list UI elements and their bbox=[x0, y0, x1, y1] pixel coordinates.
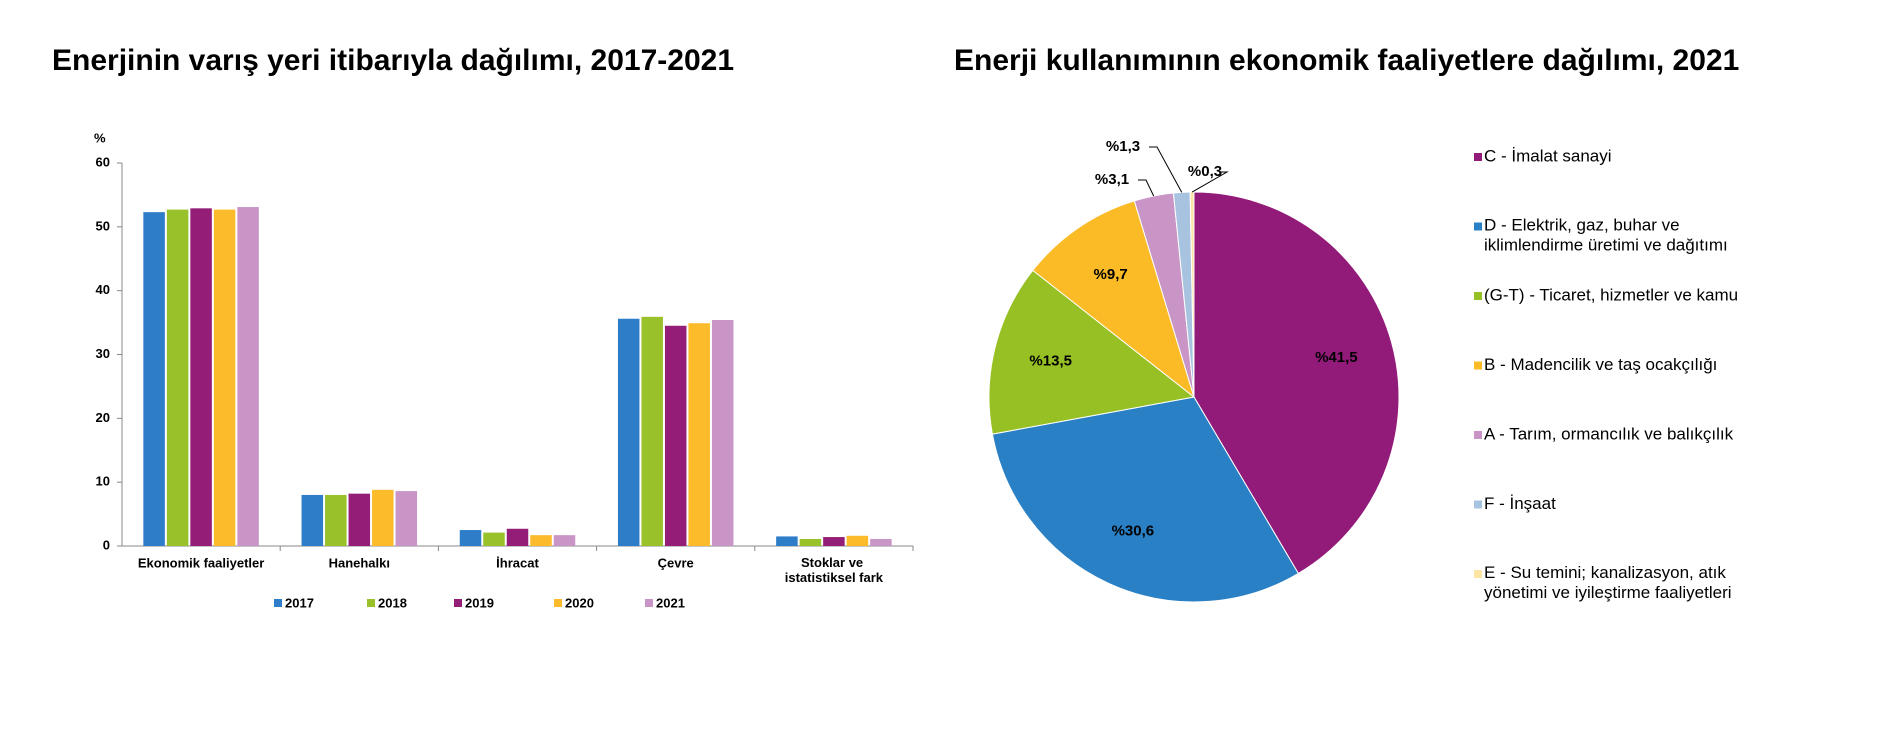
legend-label: D - Elektrik, gaz, buhar ve iklimlendirm… bbox=[1484, 216, 1728, 255]
legend-label: 2017 bbox=[285, 595, 314, 610]
bar bbox=[190, 208, 212, 547]
legend-swatch bbox=[367, 599, 375, 607]
pie-label: %41,5 bbox=[1315, 349, 1358, 366]
x-tick-label: Çevre bbox=[658, 555, 694, 570]
legend-swatch bbox=[554, 599, 562, 607]
bar bbox=[213, 209, 236, 546]
bar bbox=[617, 318, 640, 546]
legend-swatch bbox=[1474, 361, 1482, 370]
bar bbox=[799, 538, 822, 546]
bar bbox=[870, 538, 892, 546]
pie-label: %0,3 bbox=[1188, 163, 1222, 180]
bar bbox=[325, 494, 347, 546]
legend-label: 2020 bbox=[565, 595, 594, 610]
bar bbox=[553, 535, 576, 546]
legend-label: 2018 bbox=[378, 595, 407, 610]
legend-label: B - Madencilik ve taş ocakçılığı bbox=[1484, 355, 1717, 374]
legend-label: F - İnşaat bbox=[1484, 494, 1556, 513]
legend-swatch bbox=[645, 599, 653, 607]
bar-title: Enerjinin varış yeri itibarıyla dağılımı… bbox=[52, 44, 734, 77]
x-tick-label: Stoklar ve istatistiksel fark bbox=[785, 555, 884, 585]
bar bbox=[688, 323, 710, 546]
y-tick-label: 20 bbox=[96, 410, 110, 425]
bar bbox=[823, 537, 845, 546]
legend-swatch bbox=[274, 599, 282, 607]
legend-swatch bbox=[1474, 292, 1482, 300]
legend-swatch bbox=[1474, 222, 1482, 231]
pie-slice bbox=[1193, 191, 1400, 575]
bar bbox=[395, 491, 418, 546]
y-tick-label: 40 bbox=[96, 282, 110, 297]
bar bbox=[711, 320, 734, 546]
bar bbox=[846, 535, 869, 546]
bar bbox=[348, 493, 371, 546]
legend-label: E - Su temini; kanalizasyon, atık yöneti… bbox=[1484, 563, 1732, 602]
legend-swatch bbox=[454, 599, 462, 607]
leader-line bbox=[1149, 146, 1183, 193]
y-tick-label: 60 bbox=[96, 154, 110, 169]
y-tick-label: 0 bbox=[103, 537, 110, 552]
bar bbox=[776, 536, 798, 546]
y-axis-label: % bbox=[94, 130, 106, 145]
y-tick-label: 10 bbox=[96, 474, 110, 489]
y-tick-label: 50 bbox=[96, 218, 110, 233]
bar bbox=[459, 530, 482, 546]
pie-label: %3,1 bbox=[1095, 171, 1129, 188]
bar bbox=[664, 325, 687, 546]
pie-label: %1,3 bbox=[1106, 138, 1140, 155]
pie-label: %9,7 bbox=[1094, 266, 1128, 283]
bar bbox=[237, 207, 259, 547]
bar bbox=[530, 535, 552, 546]
bar bbox=[372, 489, 394, 546]
pie-slice bbox=[988, 269, 1196, 435]
x-tick-label: Hanehalkı bbox=[329, 555, 390, 570]
legend-swatch bbox=[1474, 431, 1482, 439]
legend-label: (G-T) - Ticaret, hizmetler ve kamu bbox=[1484, 285, 1738, 304]
bar bbox=[641, 316, 663, 546]
pie-label: %13,5 bbox=[1029, 353, 1072, 370]
bar bbox=[506, 528, 529, 546]
x-tick-label: İhracat bbox=[496, 555, 539, 570]
legend-swatch bbox=[1474, 500, 1482, 509]
leader-line bbox=[1191, 171, 1229, 193]
legend-swatch bbox=[1474, 570, 1482, 578]
bar bbox=[143, 212, 165, 546]
legend-label: A - Tarım, ormancılık ve balıkçılık bbox=[1484, 424, 1734, 443]
pie-slice bbox=[1032, 200, 1195, 399]
legend-label: 2019 bbox=[465, 595, 494, 610]
pie-slice bbox=[991, 396, 1300, 603]
legend-swatch bbox=[1474, 153, 1482, 161]
legend-label: C - İmalat sanayi bbox=[1484, 146, 1612, 165]
pie-label: %30,6 bbox=[1112, 522, 1155, 539]
bar bbox=[301, 494, 324, 546]
bar bbox=[166, 209, 189, 546]
pie-title: Enerji kullanımının ekonomik faaliyetler… bbox=[954, 44, 1739, 77]
y-tick-label: 30 bbox=[96, 346, 110, 361]
bar bbox=[483, 532, 505, 546]
legend-label: 2021 bbox=[656, 595, 685, 610]
x-tick-label: Ekonomik faaliyetler bbox=[138, 555, 264, 570]
leader-line bbox=[1138, 179, 1155, 197]
